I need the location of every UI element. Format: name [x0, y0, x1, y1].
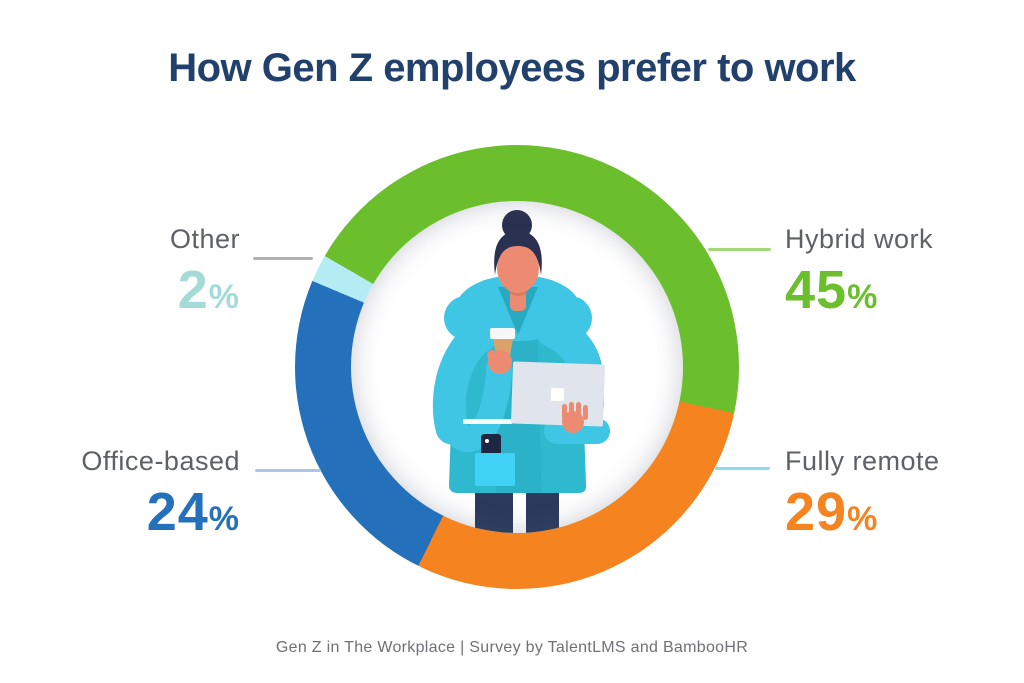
person-right-hand [562, 402, 588, 433]
category-label-other: Other [169, 224, 240, 254]
percent-sign: % [847, 278, 879, 316]
category-label-hybrid-work: Hybrid work [785, 224, 934, 254]
value-number: 45 [785, 260, 848, 320]
percent-sign: % [847, 500, 879, 538]
category-value-office-based: 24% [81, 485, 240, 539]
person-left-thumb [487, 350, 497, 360]
person-left-forearm [442, 356, 512, 452]
chart-title: How Gen Z employees prefer to work [168, 46, 856, 90]
source-caption: Gen Z in The Workplace | Survey by Talen… [275, 639, 749, 656]
callout-line-hybrid [708, 248, 771, 251]
person-hair-bun [502, 210, 532, 240]
donut-chart [295, 145, 739, 589]
category-value-fully-remote: 29% [785, 485, 940, 539]
tunic-pocket [475, 453, 515, 486]
center-illustration-person-with-laptop-and-coffee [432, 210, 610, 533]
callout-fully-remote: Fully remote 29% [785, 446, 940, 539]
category-label-office-based: Office-based [81, 446, 240, 476]
value-number: 29 [785, 482, 848, 542]
category-value-hybrid-work: 45% [785, 263, 933, 317]
value-number: 24 [146, 482, 209, 542]
category-value-other: 2% [170, 263, 240, 317]
value-number: 2 [177, 260, 209, 320]
callout-other: Other 2% [170, 224, 240, 317]
callout-office-based: Office-based 24% [81, 446, 240, 539]
category-label-fully-remote: Fully remote [785, 446, 940, 476]
tunic-hem-line [463, 419, 512, 424]
callout-line-other [253, 257, 313, 260]
person-hair [494, 231, 542, 275]
callout-line-office-based [255, 469, 321, 472]
laptop-icon [511, 361, 605, 427]
callout-hybrid-work: Hybrid work 45% [785, 224, 933, 317]
donut-center [351, 201, 683, 533]
person-face [497, 243, 539, 293]
percent-sign: % [208, 500, 240, 538]
percent-sign: % [208, 278, 240, 316]
person-legs [475, 489, 559, 533]
callout-line-fully-remote [715, 467, 770, 470]
